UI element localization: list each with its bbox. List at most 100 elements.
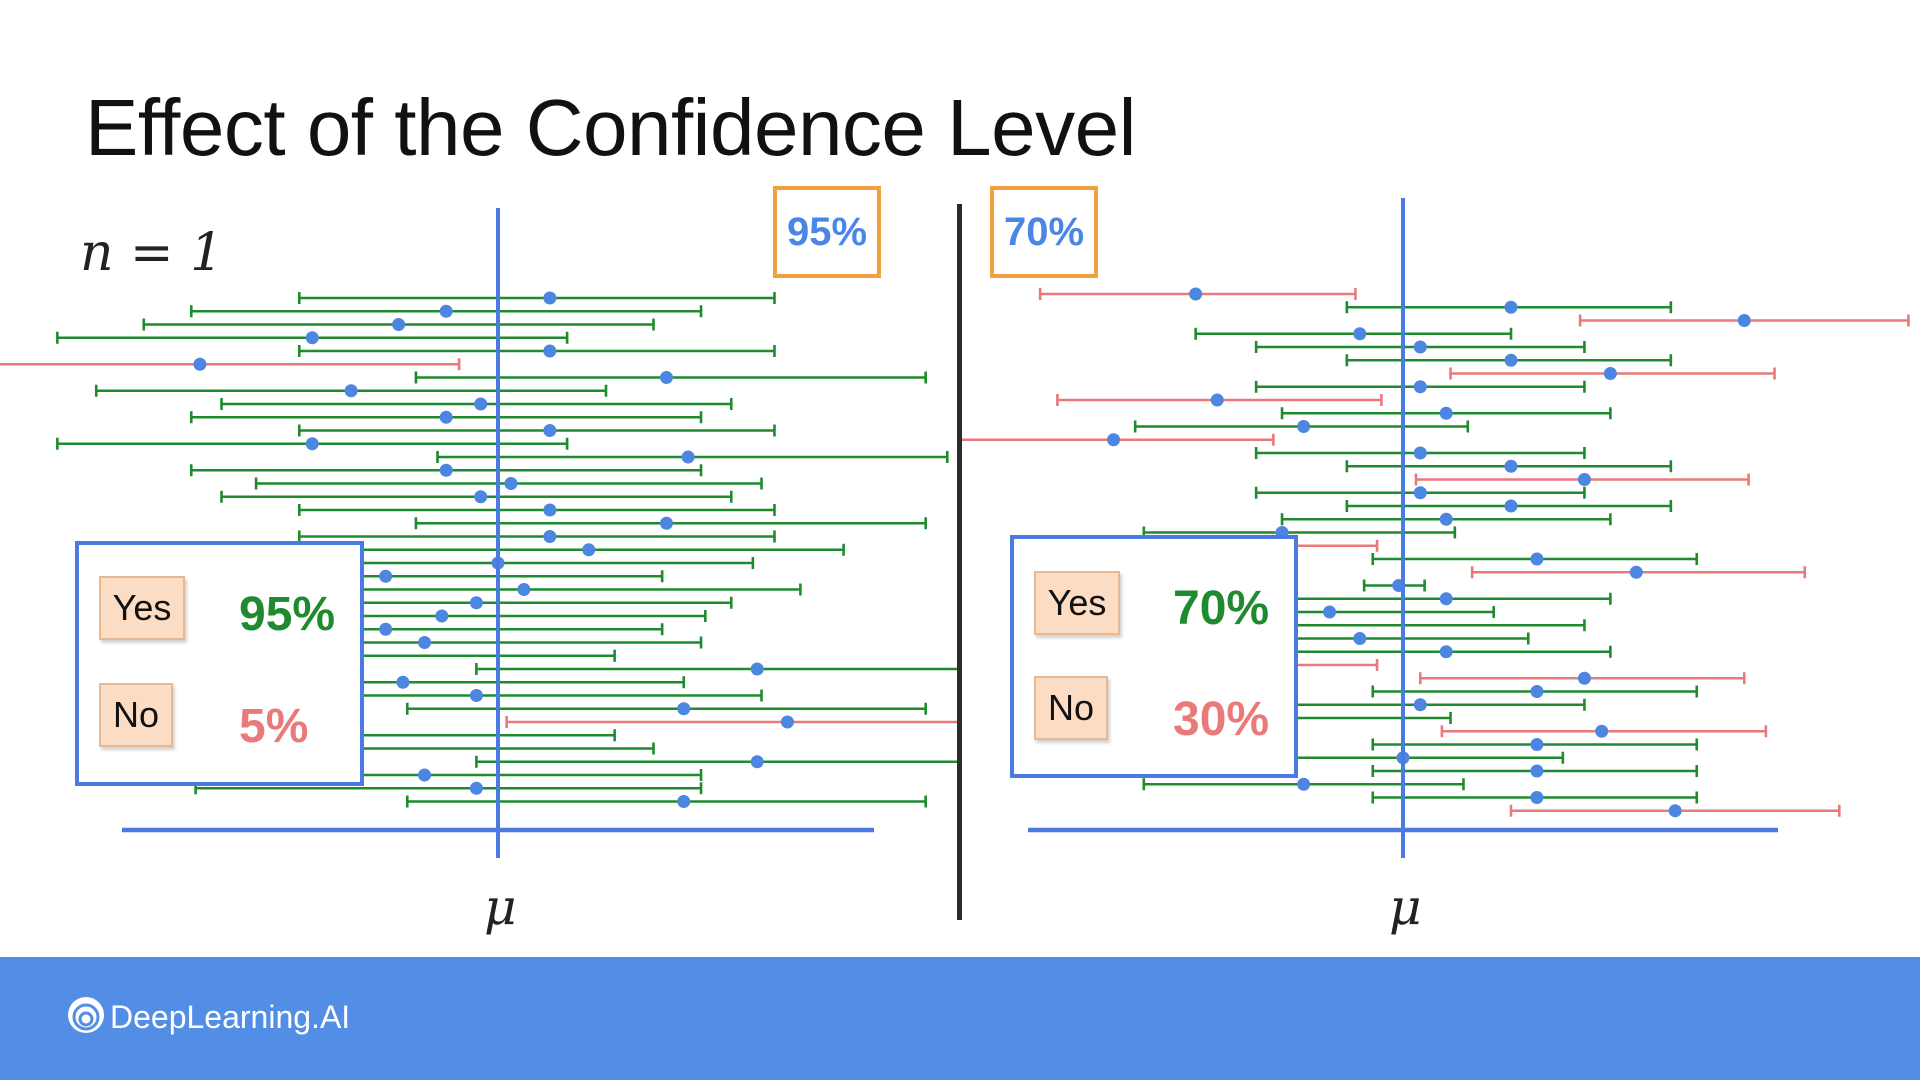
sample-point: [1668, 804, 1682, 818]
sample-point: [659, 516, 673, 530]
sample-size-label: n = 1: [80, 223, 224, 283]
confidence-interval: [56, 331, 569, 345]
confidence-interval: [1362, 579, 1426, 592]
sample-point: [344, 384, 358, 398]
no-percentage: 30%: [1173, 693, 1270, 746]
sample-point: [1504, 459, 1518, 473]
sample-point: [1210, 393, 1224, 407]
confidence-interval: [405, 702, 927, 716]
sample-point: [659, 371, 673, 384]
sample-point: [439, 304, 453, 318]
confidence-interval: [94, 384, 608, 398]
sample-point: [1530, 764, 1544, 778]
sample-point: [439, 463, 453, 477]
confidence-interval: [1254, 446, 1586, 460]
confidence-interval: [1254, 380, 1586, 394]
sample-point: [305, 331, 319, 345]
coverage-legend-70: Yes 70% No 30%: [1010, 535, 1298, 778]
sample-point: [780, 715, 794, 729]
sample-point: [1353, 632, 1367, 645]
confidence-interval: [405, 795, 927, 808]
sample-point: [1595, 724, 1609, 738]
confidence-interval: [189, 463, 703, 477]
sample-point: [474, 397, 488, 411]
confidence-interval: [1254, 698, 1586, 712]
confidence-interval: [962, 433, 1275, 447]
sample-point: [418, 768, 432, 782]
sample-point: [543, 291, 557, 305]
sample-point: [1413, 340, 1427, 354]
yes-pill: Yes: [1034, 571, 1120, 635]
confidence-interval: [189, 410, 703, 424]
confidence-interval: [1038, 287, 1357, 301]
no-percentage: 5%: [239, 700, 309, 753]
sample-point: [1413, 446, 1427, 460]
sample-point: [1504, 300, 1518, 314]
intervals-panel-70: [962, 198, 1910, 858]
confidence-interval: [0, 357, 461, 371]
sample-point: [1107, 433, 1121, 447]
confidence-interval: [1280, 512, 1612, 526]
sample-point: [1439, 592, 1453, 606]
yes-percentage: 70%: [1173, 582, 1270, 635]
confidence-interval: [1345, 499, 1673, 513]
sample-point: [1439, 512, 1453, 526]
confidence-interval: [1371, 791, 1699, 804]
sample-point: [543, 530, 557, 543]
sample-point: [469, 781, 483, 795]
confidence-interval: [142, 318, 655, 331]
sample-point: [1297, 420, 1311, 433]
sample-point: [1189, 287, 1203, 301]
confidence-interval: [505, 715, 960, 729]
confidence-interval: [1509, 804, 1841, 818]
confidence-interval: [194, 781, 703, 795]
confidence-interval: [436, 450, 949, 464]
sample-point: [1504, 499, 1518, 513]
sample-point: [1439, 406, 1453, 420]
sample-point: [677, 795, 691, 808]
confidence-interval: [1056, 393, 1383, 407]
confidence-interval: [1449, 367, 1776, 380]
sample-point: [305, 437, 319, 451]
sample-point: [1530, 738, 1544, 751]
confidence-interval: [297, 344, 776, 358]
sample-point: [504, 477, 518, 490]
confidence-interval: [1371, 738, 1699, 751]
confidence-interval: [1133, 420, 1470, 433]
panel-divider: [957, 204, 962, 920]
sample-point: [517, 583, 531, 596]
confidence-interval: [1371, 552, 1699, 566]
no-pill: No: [1034, 676, 1108, 740]
confidence-interval: [1371, 685, 1699, 698]
sample-point: [392, 318, 406, 331]
sample-point: [1603, 367, 1617, 380]
yes-percentage: 95%: [239, 588, 336, 641]
confidence-interval: [297, 530, 776, 543]
confidence-interval: [297, 291, 776, 305]
confidence-level-badge-95: 95%: [773, 186, 881, 278]
confidence-interval: [56, 437, 569, 451]
brand-name: DeepLearning.AI: [110, 999, 351, 1035]
sample-point: [750, 662, 764, 676]
sample-point: [582, 543, 596, 557]
confidence-interval: [1254, 486, 1586, 500]
sample-point: [439, 410, 453, 424]
confidence-interval: [1578, 314, 1910, 327]
confidence-interval: [1345, 353, 1673, 367]
sample-point: [543, 424, 557, 437]
sample-point: [1577, 671, 1591, 685]
confidence-interval: [349, 569, 664, 583]
sample-point: [1530, 791, 1544, 804]
confidence-interval: [414, 371, 927, 384]
sample-point: [1530, 685, 1544, 698]
sample-point: [193, 357, 207, 371]
no-pill: No: [99, 683, 173, 747]
coverage-legend-95: Yes 95% No 5%: [75, 541, 364, 786]
sample-point: [1439, 645, 1453, 659]
sample-point: [1413, 486, 1427, 500]
confidence-interval: [1470, 565, 1807, 579]
confidence-interval: [1418, 671, 1746, 685]
sample-point: [1413, 380, 1427, 394]
confidence-interval: [220, 490, 733, 504]
sample-point: [1737, 314, 1751, 327]
